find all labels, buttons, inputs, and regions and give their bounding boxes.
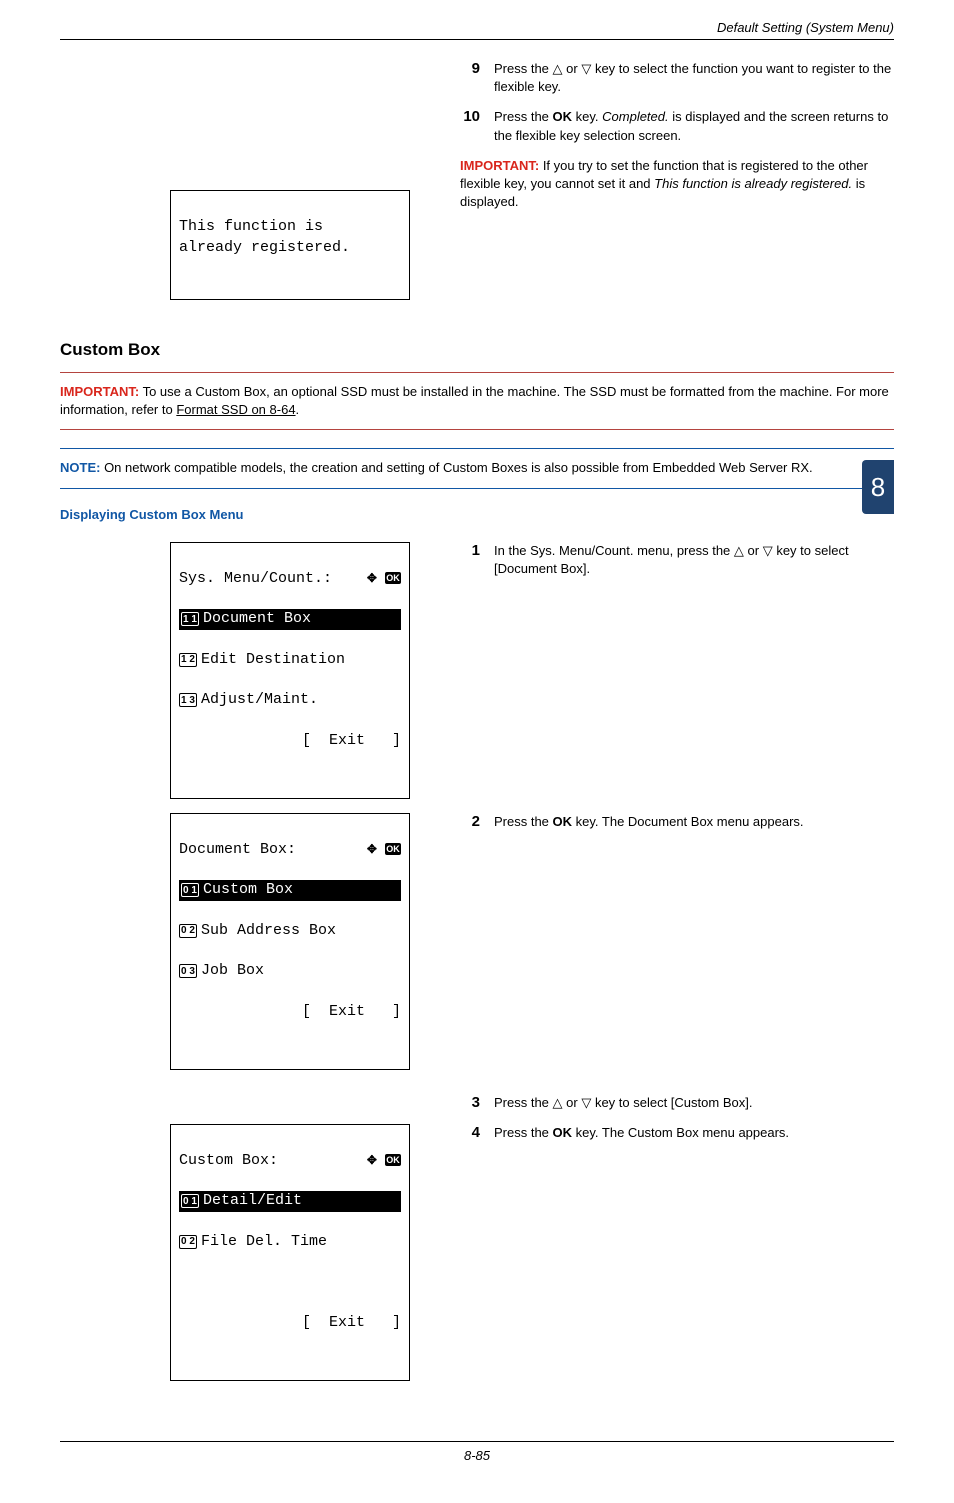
lcd-custom-box: Custom Box:✥ OK 0 1Detail/Edit 0 2File D… [170,1124,410,1381]
step-3: 3 Press the △ or ▽ key to select [Custom… [460,1094,894,1112]
header-breadcrumb: Default Setting (System Menu) [717,20,894,35]
top-section: This function is already registered. 9 P… [60,60,894,300]
step-4: 4 Press the OK key. The Custom Box menu … [460,1124,894,1142]
step-2: 2 Press the OK key. The Document Box men… [460,813,894,831]
note-block: NOTE: On network compatible models, the … [60,448,894,488]
row-lcd3: Custom Box:✥ OK 0 1Detail/Edit 0 2File D… [60,1094,894,1381]
lcd-sys-menu: Sys. Menu/Count.:✥ OK 1 1Document Box 1 … [170,542,410,799]
section-heading-custom-box: Custom Box [60,340,894,360]
step-9: 9 Press the △ or ▽ key to select the fun… [460,60,894,96]
important-block: IMPORTANT: To use a Custom Box, an optio… [60,372,894,430]
step-1: 1 In the Sys. Menu/Count. menu, press th… [460,542,894,578]
page-footer: 8-85 [60,1441,894,1463]
page-header: Default Setting (System Menu) [60,0,894,40]
row-lcd2: Document Box:✥ OK 0 1Custom Box 0 2Sub A… [60,813,894,1070]
side-tab: 8 [862,460,894,514]
important-inline: IMPORTANT: If you try to set the functio… [460,157,894,212]
sub-heading-displaying: Displaying Custom Box Menu [60,507,894,522]
step-10: 10 Press the OK key. Completed. is displ… [460,108,894,144]
lcd-this-function: This function is already registered. [170,190,410,300]
lcd-document-box: Document Box:✥ OK 0 1Custom Box 0 2Sub A… [170,813,410,1070]
row-lcd1: Sys. Menu/Count.:✥ OK 1 1Document Box 1 … [60,542,894,799]
